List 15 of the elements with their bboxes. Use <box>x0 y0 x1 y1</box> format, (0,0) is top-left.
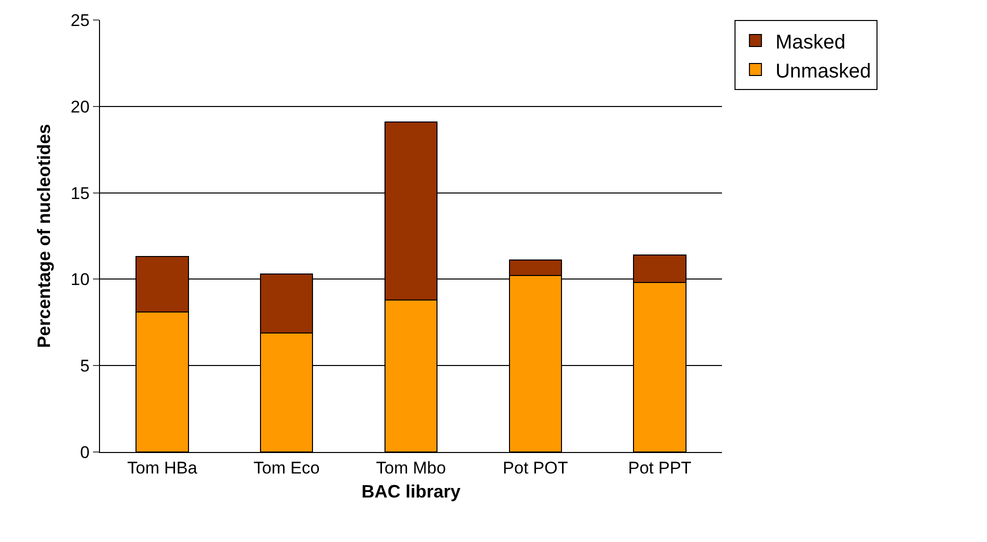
y-tick-label: 0 <box>80 442 90 462</box>
x-tick-label: Pot POT <box>502 458 568 478</box>
x-tick-label: Tom HBa <box>127 458 198 478</box>
legend-label: Unmasked <box>775 60 872 82</box>
y-tick-label: 15 <box>70 184 90 203</box>
x-tick-label: Tom Eco <box>254 458 320 478</box>
y-tick-label: 5 <box>80 356 90 376</box>
x-tick-label: Pot PPT <box>628 458 692 478</box>
y-tick-label: 25 <box>70 10 90 30</box>
legend-label: Masked <box>775 31 846 54</box>
y-tick-label: 20 <box>70 97 90 116</box>
x-axis-title: BAC library <box>361 482 461 502</box>
x-tick-label: Tom Mbo <box>376 458 446 478</box>
y-tick-label: 10 <box>70 270 90 290</box>
y-axis-title: Percentage of nucleotides <box>34 124 54 348</box>
